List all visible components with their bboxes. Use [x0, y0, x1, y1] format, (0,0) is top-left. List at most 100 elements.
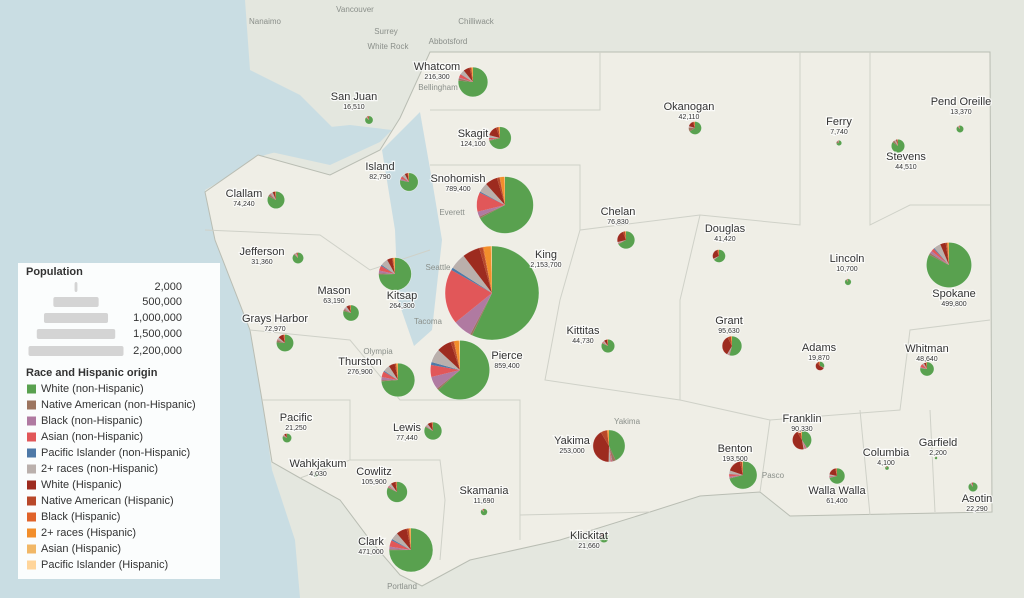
- pie-slice: [603, 533, 604, 538]
- pie-slice: [479, 183, 505, 205]
- county-population: 72,970: [264, 326, 286, 333]
- pie-slice: [829, 476, 837, 477]
- pie-slice: [713, 256, 719, 261]
- pie-size: [423, 421, 443, 441]
- county-name: Cowlitz: [356, 466, 391, 478]
- pie-slice: [836, 468, 837, 476]
- category-label: Black (Hispanic): [41, 511, 120, 523]
- pie-slice: [688, 127, 695, 128]
- pie-slice: [846, 279, 848, 282]
- pie-slice: [432, 422, 433, 431]
- category-label: 2+ races (Hispanic): [41, 527, 136, 539]
- pie-slice: [919, 361, 935, 377]
- pie-size: [388, 527, 434, 573]
- pie-slice: [276, 339, 285, 343]
- pie-slice: [819, 361, 820, 366]
- pie-slice: [292, 252, 304, 264]
- pie-slice: [395, 481, 397, 492]
- pie-slice: [344, 308, 351, 313]
- pie-slice: [282, 435, 287, 438]
- pie-slice: [396, 363, 398, 380]
- pie-size: [342, 304, 360, 322]
- pie-slice: [885, 466, 887, 468]
- place-label: Nanaimo: [249, 17, 282, 26]
- county-population: 124,100: [460, 141, 485, 148]
- county-pie: [828, 467, 846, 485]
- county-pie: [480, 508, 488, 516]
- legend: Population Race and Hispanic origin 2,00…: [18, 263, 220, 579]
- category-swatch: [27, 560, 36, 570]
- pie-slice: [408, 172, 409, 182]
- pie-slice: [463, 247, 492, 293]
- pie-slice: [458, 78, 473, 82]
- category-swatch: [27, 544, 36, 554]
- pie-slice: [425, 425, 433, 431]
- pie-slice: [402, 173, 409, 182]
- county-pie: [378, 257, 412, 291]
- pie-slice: [399, 179, 409, 182]
- pie-slice: [274, 191, 276, 200]
- county-name: Okanogan: [664, 101, 715, 113]
- county-pie: [815, 361, 825, 371]
- pie-slice: [956, 125, 964, 133]
- county-pie: [266, 190, 286, 210]
- pie-slice: [282, 435, 287, 438]
- pie-slice: [892, 140, 898, 146]
- pie-slice: [408, 528, 411, 550]
- pie-size: [967, 481, 979, 493]
- pie-slice: [599, 535, 604, 538]
- county-population: 48,640: [916, 356, 938, 363]
- pie-slice: [957, 126, 960, 129]
- pie-slice: [602, 341, 608, 346]
- pie-slice: [729, 336, 742, 356]
- pie-slice: [728, 346, 732, 356]
- county-name: Jefferson: [239, 246, 284, 258]
- county-name: Klickitat: [570, 530, 608, 542]
- pie-slice: [407, 172, 409, 182]
- pie-slice: [342, 304, 360, 322]
- pie-slice: [689, 121, 702, 135]
- pie-slice: [846, 279, 848, 282]
- county-pie: [884, 465, 890, 471]
- pie-slice: [925, 361, 927, 369]
- category-label: Native American (Hispanic): [41, 495, 174, 507]
- pie-slice: [741, 460, 743, 475]
- county-name: King: [535, 249, 557, 261]
- pie-slice: [929, 250, 949, 265]
- place-label: Chilliwack: [458, 17, 495, 26]
- county-name: Franklin: [782, 413, 821, 425]
- pie-slice: [387, 486, 397, 492]
- pie-slice: [970, 482, 973, 487]
- county-population: 19,870: [808, 355, 830, 362]
- size-swatch: [43, 313, 109, 323]
- pie-size: [600, 338, 616, 354]
- county-name: Garfield: [919, 437, 958, 449]
- category-label: Asian (non-Hispanic): [41, 431, 143, 443]
- pie-slice: [602, 342, 608, 346]
- county-pie: [423, 421, 443, 441]
- pie-size: [364, 115, 374, 125]
- pie-slice: [453, 340, 460, 370]
- pie-size: [712, 249, 726, 263]
- pie-slice: [617, 240, 626, 244]
- pie-slice: [816, 361, 820, 366]
- pie-size: [844, 278, 852, 286]
- pie-slice: [458, 74, 473, 82]
- pie-slice: [713, 256, 719, 260]
- pie-slice: [607, 339, 608, 346]
- county-pie: [844, 278, 852, 286]
- pie-slice: [459, 340, 460, 370]
- pie-slice: [476, 192, 505, 212]
- pie-slice: [451, 267, 492, 293]
- county-pie: [488, 126, 512, 150]
- pie-size: [488, 126, 512, 150]
- pie-slice: [294, 252, 298, 258]
- pie-slice: [970, 482, 973, 487]
- place-label: Tacoma: [414, 317, 443, 326]
- county-name: Skamania: [460, 485, 510, 497]
- pie-slice: [460, 70, 473, 82]
- pie-slice: [277, 338, 285, 343]
- pie-size: [592, 429, 626, 463]
